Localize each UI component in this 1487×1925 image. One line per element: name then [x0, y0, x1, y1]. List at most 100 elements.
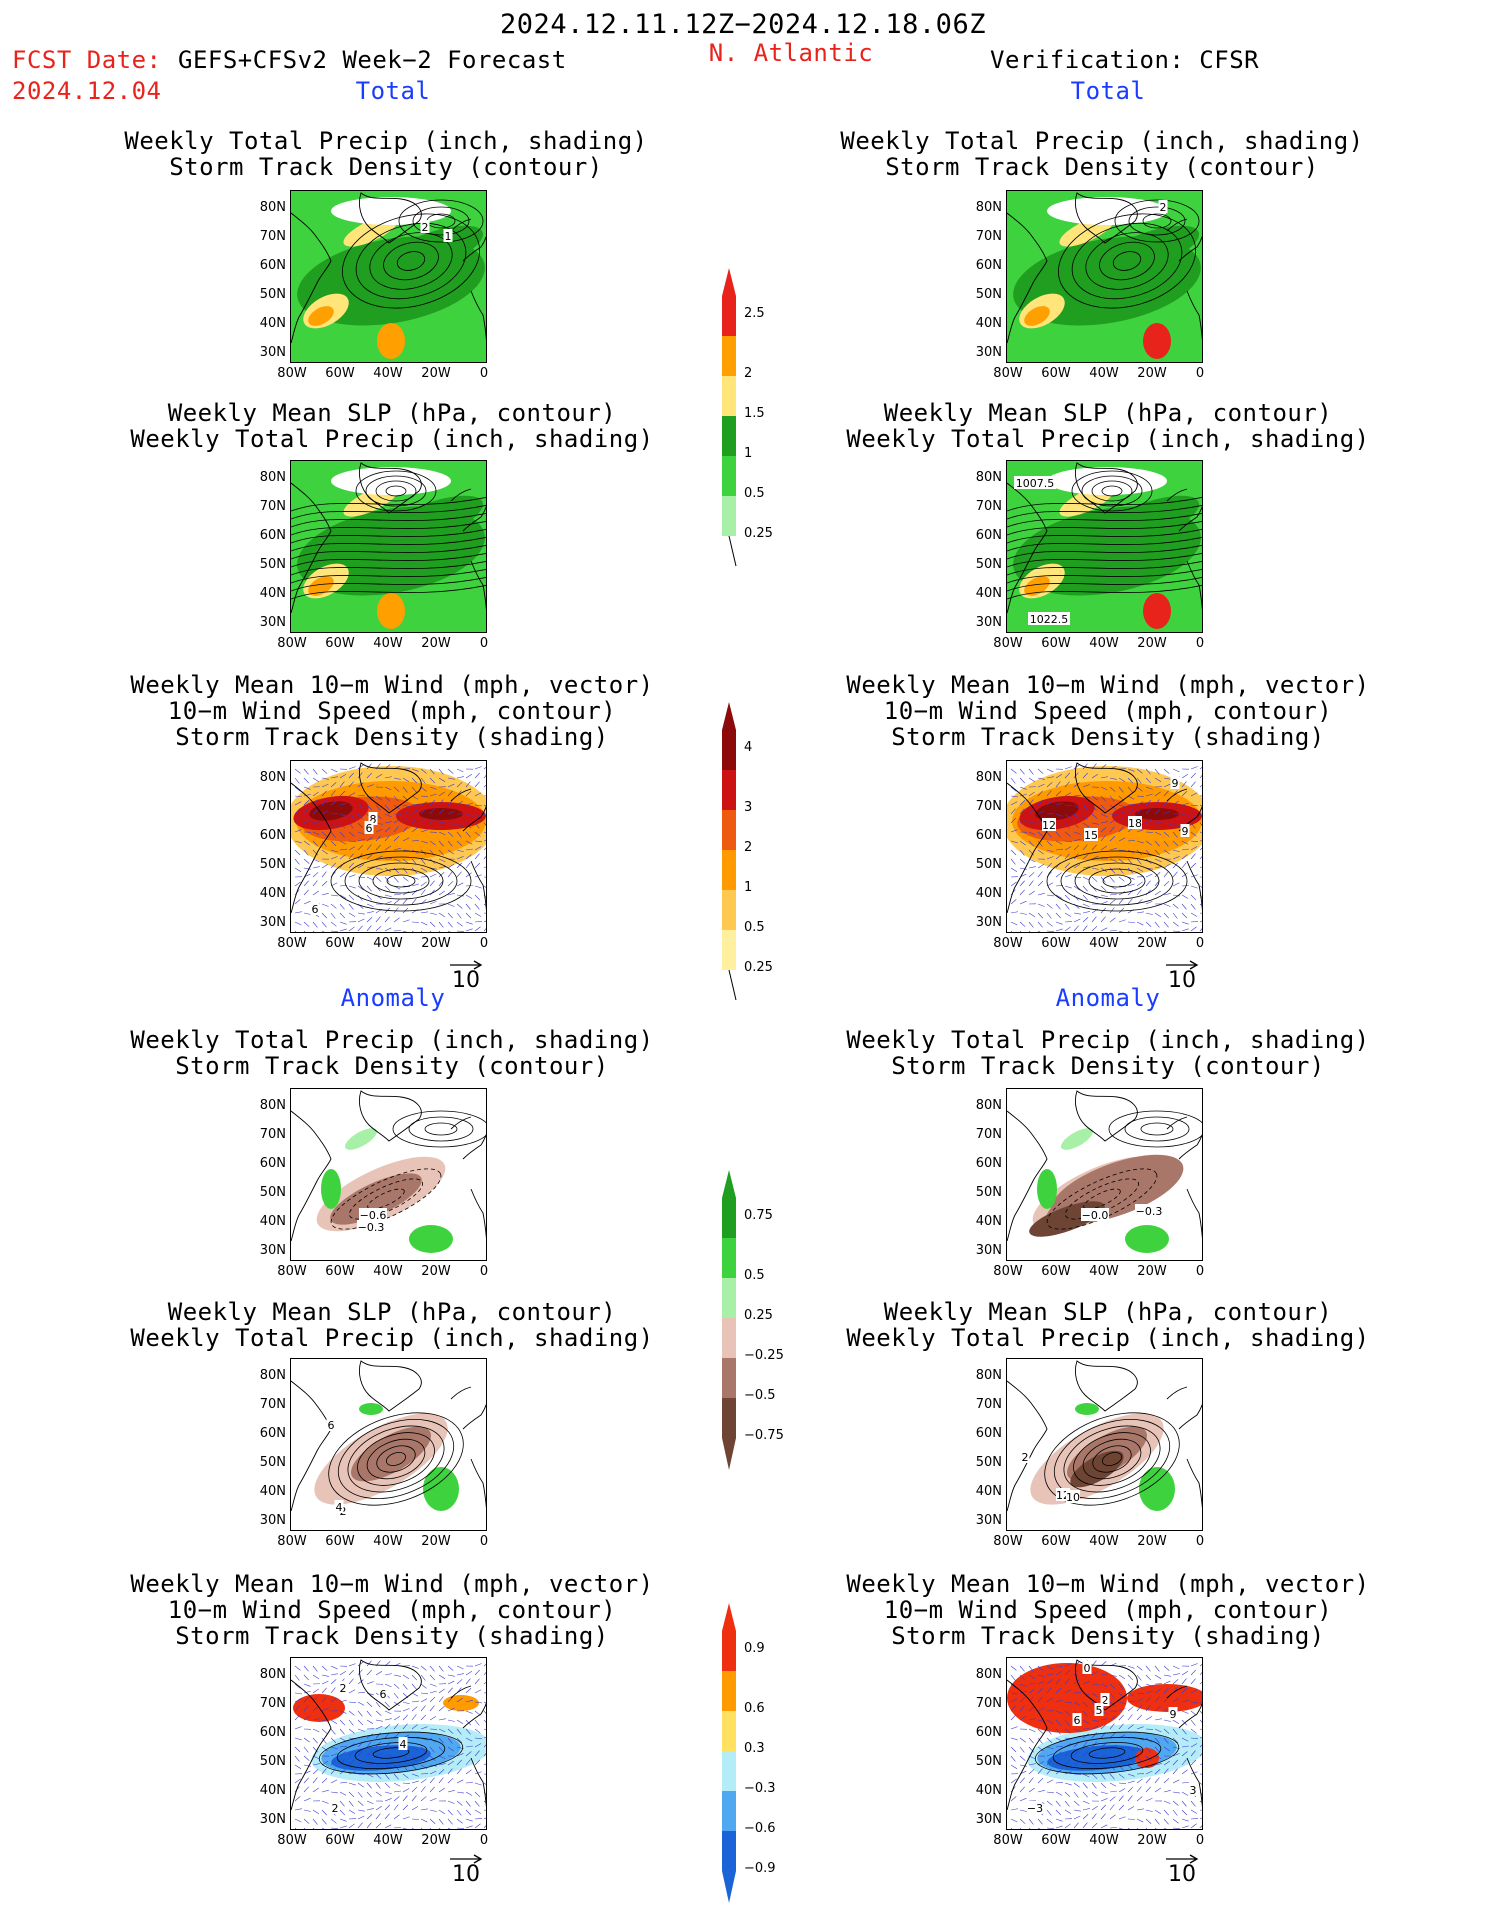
lon-label: 0	[479, 636, 489, 651]
lon-label: 40W	[373, 1833, 403, 1848]
lat-label: 70N	[975, 1127, 1002, 1142]
lon-label: 0	[1195, 636, 1205, 651]
lat-label: 50N	[975, 287, 1002, 302]
colorbar-label: 0.25	[744, 1308, 773, 1323]
lat-label: 70N	[975, 1397, 1002, 1412]
lat-label: 40N	[259, 1214, 286, 1229]
lat-label: 40N	[975, 316, 1002, 331]
region-label: N. Atlantic	[708, 39, 874, 67]
lat-label: 80N	[259, 200, 286, 215]
lon-label: 60W	[325, 936, 355, 951]
model-label: GEFS+CFSv2 Week−2 Forecast	[178, 46, 567, 74]
lat-label: 30N	[975, 1513, 1002, 1528]
lat-label: 80N	[975, 470, 1002, 485]
title-ver-total-slp: Weekly Mean SLP (hPa, contour) Weekly Tot…	[846, 399, 1370, 453]
lon-label: 20W	[421, 1534, 451, 1549]
lon-label: 80W	[277, 936, 307, 951]
colorbar-label: 4	[744, 740, 753, 755]
lon-label: 0	[1195, 366, 1205, 381]
map-ver-total-wind: 9 12 15 18 9	[1006, 760, 1203, 933]
map-ver-anom-precip: −0.0 −0.3	[1006, 1088, 1203, 1261]
colorbar-label: 0.9	[744, 1641, 765, 1656]
svg-text:1022.5: 1022.5	[1030, 613, 1069, 626]
lat-label: 50N	[259, 1754, 286, 1769]
title-ver-anom-slp: Weekly Mean SLP (hPa, contour) Weekly Tot…	[846, 1298, 1370, 1352]
lat-label: 30N	[975, 915, 1002, 930]
svg-text:2: 2	[1102, 1694, 1109, 1707]
lat-label: 30N	[259, 915, 286, 930]
svg-text:8: 8	[370, 813, 377, 826]
lon-label: 60W	[1041, 1833, 1071, 1848]
lon-label: 60W	[1041, 1534, 1071, 1549]
svg-text:6: 6	[312, 903, 319, 916]
fcst-date-label: FCST Date:	[12, 46, 162, 74]
lat-label: 60N	[975, 1156, 1002, 1171]
lon-label: 40W	[1089, 1264, 1119, 1279]
section-anomaly-left: Anomaly	[340, 984, 446, 1012]
arrow-right-icon	[450, 960, 483, 970]
title-fcst-anom-slp: Weekly Mean SLP (hPa, contour) Weekly Tot…	[130, 1298, 654, 1352]
svg-text:6: 6	[1074, 1714, 1081, 1727]
lon-label: 20W	[1137, 1264, 1167, 1279]
map-fcst-total-slp	[290, 460, 487, 633]
lat-label: 80N	[259, 1667, 286, 1682]
lat-label: 40N	[259, 1783, 286, 1798]
vector-ref-label: 10	[452, 968, 480, 993]
lon-label: 60W	[1041, 636, 1071, 651]
lat-label: 60N	[259, 258, 286, 273]
map-ver-total-precip: 2	[1006, 190, 1203, 363]
section-total-left: Total	[355, 77, 431, 105]
lon-label: 20W	[1137, 936, 1167, 951]
colorbar-strip	[722, 1603, 736, 1903]
svg-text:15: 15	[1084, 829, 1098, 842]
colorbar-label: 2.5	[744, 306, 765, 321]
lat-label: 70N	[975, 1696, 1002, 1711]
colorbar-label: −0.9	[744, 1861, 776, 1876]
map-ver-anom-wind: 0 2 5 6 9 3 −3	[1006, 1657, 1203, 1830]
lat-label: 70N	[259, 1397, 286, 1412]
lat-label: 60N	[975, 528, 1002, 543]
lat-label: 30N	[259, 615, 286, 630]
svg-text:9: 9	[1172, 777, 1179, 790]
lat-label: 30N	[259, 1243, 286, 1258]
lon-label: 60W	[325, 1534, 355, 1549]
lon-label: 80W	[993, 1534, 1023, 1549]
lat-label: 60N	[975, 258, 1002, 273]
lon-label: 80W	[277, 1264, 307, 1279]
colorbar-label: 1	[744, 446, 753, 461]
vector-ref-label: 10	[1168, 1862, 1196, 1887]
lon-label: 0	[1195, 1534, 1205, 1549]
lat-label: 70N	[975, 499, 1002, 514]
title-fcst-anom-precip: Weekly Total Precip (inch, shading) Storm…	[130, 1026, 654, 1080]
lon-label: 20W	[1137, 366, 1167, 381]
colorbar-label: 1	[744, 880, 753, 895]
fcst-date-value: 2024.12.04	[12, 77, 162, 105]
map-ver-anom-slp: 2 12 10	[1006, 1358, 1203, 1531]
colorbar-label: 0.75	[744, 1208, 773, 1223]
lon-label: 60W	[325, 366, 355, 381]
vector-ref-ver-anom: 10	[1166, 1854, 1199, 1887]
lon-label: 80W	[277, 1534, 307, 1549]
lat-label: 50N	[975, 1455, 1002, 1470]
svg-text:3: 3	[1190, 1784, 1197, 1797]
lon-label: 80W	[277, 1833, 307, 1848]
lat-label: 70N	[259, 799, 286, 814]
svg-text:2: 2	[1160, 201, 1167, 214]
lat-label: 30N	[259, 1513, 286, 1528]
lon-label: 0	[479, 366, 489, 381]
lon-label: 20W	[421, 636, 451, 651]
svg-text:5: 5	[1096, 1704, 1103, 1717]
lon-label: 60W	[1041, 1264, 1071, 1279]
lon-label: 40W	[1089, 1833, 1119, 1848]
svg-text:6: 6	[380, 1688, 387, 1701]
lat-label: 80N	[975, 1667, 1002, 1682]
colorbar-label: 0.5	[744, 486, 765, 501]
lat-label: 50N	[975, 1754, 1002, 1769]
arrow-right-icon	[1166, 960, 1199, 970]
svg-text:4: 4	[400, 1738, 407, 1751]
lat-label: 60N	[975, 1426, 1002, 1441]
lat-label: 50N	[975, 557, 1002, 572]
colorbar-label: 0.25	[744, 960, 773, 975]
lat-label: 50N	[259, 557, 286, 572]
svg-text:2: 2	[332, 1802, 339, 1815]
